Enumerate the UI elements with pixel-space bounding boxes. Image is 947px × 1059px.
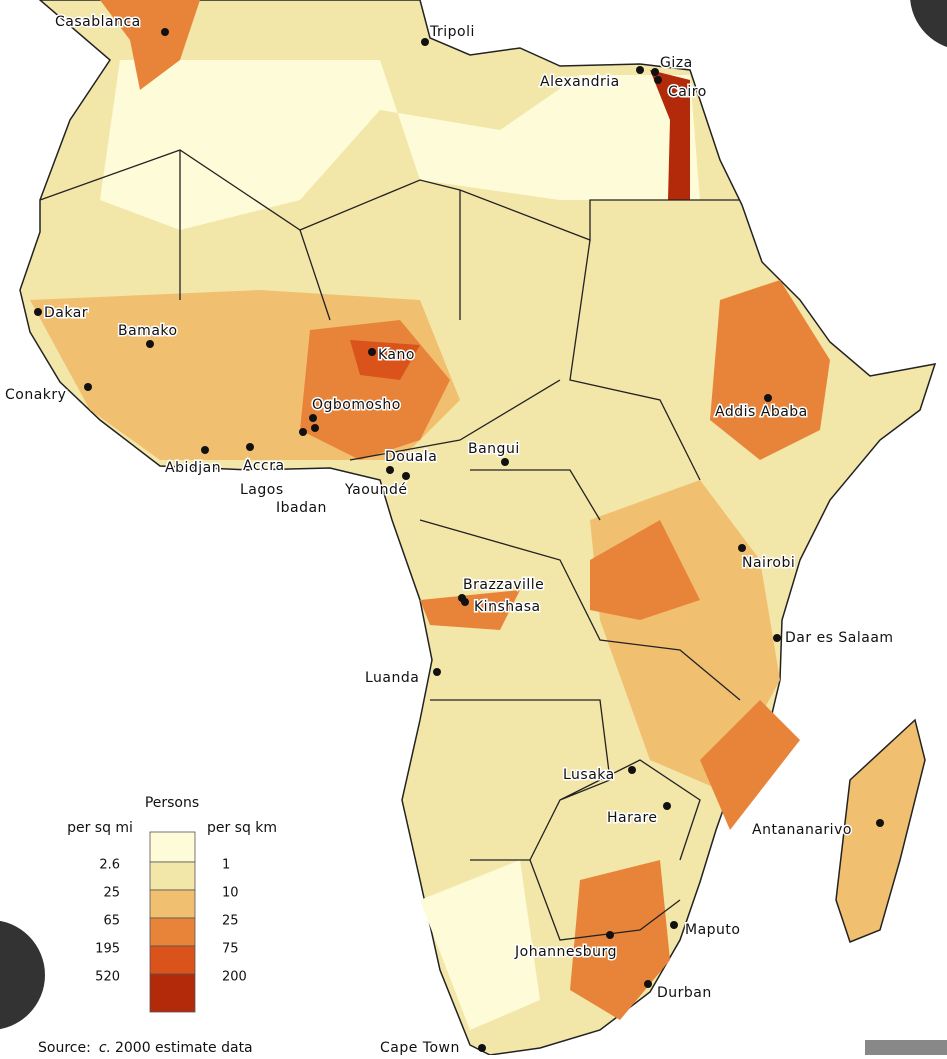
city-dot	[309, 414, 317, 422]
cities: Casablanca Tripoli Giza Alexandria Cairo Daka…	[4, 13, 895, 1058]
africa	[19, 0, 937, 1056]
city-label: Lagos	[240, 482, 284, 498]
corner-decoration	[0, 920, 45, 1030]
legend-label: 200	[222, 970, 247, 985]
city-label: Kinshasa	[474, 599, 541, 615]
city-dot	[644, 980, 652, 988]
source-qualifier: c.	[99, 1040, 111, 1055]
city-dot	[433, 668, 441, 676]
legend-label: 25	[103, 886, 120, 901]
legend-label: 65	[103, 914, 120, 929]
city-label: Conakry	[5, 387, 66, 403]
legend-label: 1	[222, 858, 230, 873]
borders	[39, 149, 741, 941]
legend-swatch	[149, 945, 196, 975]
city-dot	[773, 634, 781, 642]
city-label: Accra	[243, 458, 285, 474]
city-dot	[368, 348, 376, 356]
legend-header: per sq km	[207, 820, 277, 836]
city-label: Brazzaville	[463, 577, 544, 593]
city-label: Casablanca	[55, 14, 141, 30]
city-label: Bamako	[118, 323, 178, 339]
city-label: Giza	[660, 55, 693, 71]
legend-swatch	[149, 861, 196, 891]
legend-swatch	[149, 831, 196, 863]
city-label: Cape Town	[380, 1040, 460, 1055]
city-dot	[311, 424, 319, 432]
city-label: Dakar	[44, 305, 88, 321]
city-dot	[461, 598, 469, 606]
city-label: Bangui	[468, 441, 520, 457]
city-dot	[876, 819, 884, 827]
city-label: Abidjan	[165, 460, 221, 476]
legend-label: 195	[95, 942, 120, 957]
city-label: Ogbomosho	[312, 397, 401, 413]
city-label: Lusaka	[563, 767, 615, 783]
corner-decoration	[910, 0, 947, 47]
city-dot	[299, 428, 307, 436]
city-dot	[386, 466, 394, 474]
source: Source: c. 2000 estimate data	[38, 1040, 253, 1055]
city-dot	[421, 38, 429, 46]
city-label: Durban	[657, 985, 712, 1001]
city-dot	[161, 28, 169, 36]
city-dot	[478, 1044, 486, 1052]
city-dot	[663, 802, 671, 810]
city-dot	[146, 340, 154, 348]
city-label: Maputo	[685, 922, 740, 938]
city-dot	[501, 458, 509, 466]
city-label: Kano	[378, 347, 415, 363]
city-label: Nairobi	[742, 555, 795, 571]
city-dot	[34, 308, 42, 316]
city-label: Addis Ababa	[715, 404, 808, 420]
legend: Persons per sq mi per sq km 2.6 25 65 195 52…	[67, 795, 277, 1013]
city-label: Ibadan	[276, 500, 327, 516]
source-label: Source:	[38, 1040, 91, 1055]
legend-swatch	[149, 917, 196, 947]
city-label: Harare	[607, 810, 658, 826]
city-label: Luanda	[365, 670, 419, 686]
legend-label: 2.6	[99, 858, 120, 873]
legend-header: per sq mi	[67, 820, 133, 836]
city-label: Johannesburg	[514, 944, 617, 960]
legend-label: 25	[222, 914, 239, 929]
city-dot	[670, 921, 678, 929]
city-dot	[738, 544, 746, 552]
city-label: Douala	[385, 449, 437, 465]
city-dot	[201, 446, 209, 454]
legend-title: Persons	[145, 795, 199, 811]
city-dot	[402, 472, 410, 480]
city-dot	[764, 394, 772, 402]
legend-label: 75	[222, 942, 239, 957]
legend-label: 520	[95, 970, 120, 985]
city-label: Cairo	[668, 84, 707, 100]
legend-swatch	[149, 889, 196, 919]
city-dot	[246, 443, 254, 451]
city-label: Dar es Salaam	[785, 630, 894, 646]
corner-decoration	[865, 1040, 947, 1055]
source-text: 2000 estimate data	[115, 1040, 253, 1055]
city-label: Alexandria	[540, 74, 620, 90]
city-label: Tripoli	[429, 24, 475, 40]
city-dot	[651, 68, 659, 76]
city-dot	[654, 76, 662, 84]
city-label: Yaoundé	[344, 482, 408, 498]
density-shading	[30, 0, 830, 1030]
legend-label: 10	[222, 886, 239, 901]
city-dot	[636, 66, 644, 74]
city-label: Antananarivo	[752, 822, 852, 838]
city-dot	[628, 766, 636, 774]
city-dot	[606, 931, 614, 939]
city-dot	[84, 383, 92, 391]
legend-swatch	[149, 973, 196, 1013]
